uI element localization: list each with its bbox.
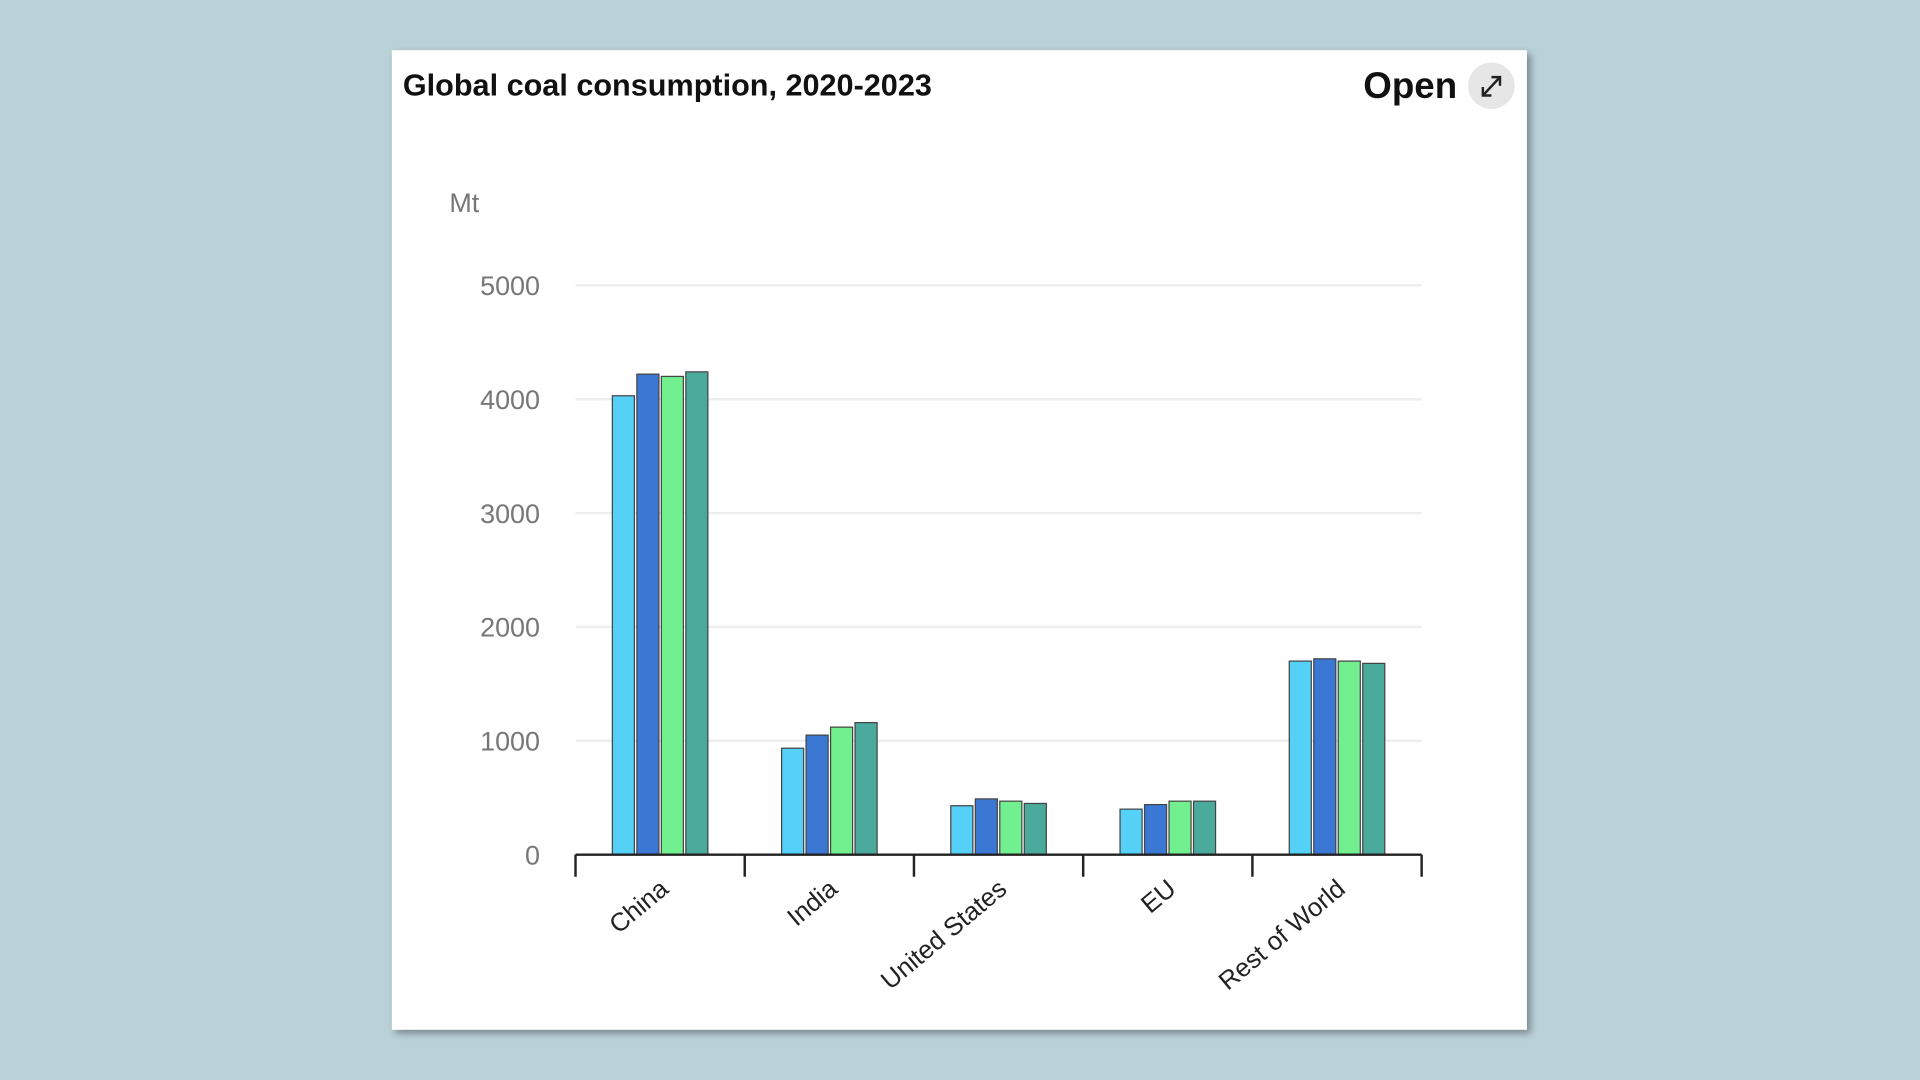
bar-china-0 [611,395,636,856]
y-tick-label: 2000 [480,613,540,643]
bar-rest-of-world-3 [1362,662,1386,856]
bar-united-states-3 [1023,802,1047,856]
bar-china-3 [685,371,709,856]
bar-eu-1 [1143,803,1168,856]
bar-rest-of-world-2 [1337,660,1361,856]
bar-india-0 [780,747,805,856]
bar-rest-of-world-1 [1313,658,1337,856]
y-axis-unit: Mt [449,188,479,218]
bar-china-2 [660,375,684,856]
chart-card [391,50,1527,1030]
bar-eu-0 [1119,808,1143,856]
y-tick-label: 0 [525,840,540,870]
bar-india-3 [854,721,878,856]
open-label[interactable]: Open [1363,65,1457,106]
bar-eu-2 [1168,800,1192,856]
y-tick-label: 3000 [480,499,540,529]
bar-china-1 [636,373,660,856]
y-tick-label: 4000 [480,385,540,415]
bar-united-states-0 [950,805,974,856]
y-tick-label: 1000 [480,727,540,757]
expand-arrows-icon [1481,75,1502,97]
bar-united-states-2 [999,800,1023,856]
chart-title: Global coal consumption, 2020-2023 [403,69,932,103]
open-button[interactable]: Open [1363,62,1515,109]
bar-rest-of-world-0 [1288,660,1312,856]
bar-united-states-1 [974,798,998,856]
y-tick-label: 5000 [480,271,540,301]
bar-eu-3 [1192,800,1217,856]
bar-india-2 [829,726,854,856]
bar-india-1 [805,734,829,856]
